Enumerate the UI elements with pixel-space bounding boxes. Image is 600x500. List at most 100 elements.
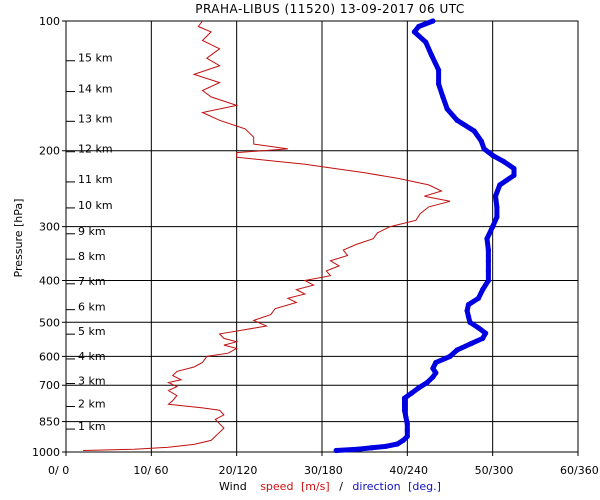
speed-series-line [83, 20, 451, 451]
direction-point [430, 374, 436, 380]
x-tick-label: 60/360 [560, 464, 599, 477]
x-tick-label: 40/240 [389, 464, 428, 477]
direction-point [433, 359, 439, 366]
height-label: 2 km [78, 397, 106, 410]
direction-point [436, 67, 442, 73]
direction-point [416, 385, 422, 391]
direction-point [424, 379, 430, 386]
height-label: 1 km [78, 420, 106, 433]
x-axis-title-speed-word: speed [260, 480, 293, 493]
height-label: 9 km [78, 225, 106, 238]
direction-point [440, 94, 446, 100]
direction-point [369, 445, 375, 451]
direction-point [467, 319, 473, 325]
direction-point [433, 370, 439, 376]
direction-point [478, 138, 484, 144]
height-label: 4 km [78, 350, 106, 363]
direction-point [465, 314, 472, 320]
direction-point [494, 214, 500, 220]
y-axis-title: Pressure [hPa] [12, 199, 25, 278]
x-tick-label: 10/ 60 [133, 464, 168, 477]
direction-point [497, 182, 503, 188]
direction-point [480, 287, 486, 293]
direction-point [430, 18, 436, 24]
y-tick-label: 300 [39, 221, 60, 234]
direction-point [447, 353, 453, 359]
height-label: 13 km [78, 112, 113, 125]
direction-point [430, 365, 436, 372]
y-tick-label: 100 [39, 15, 60, 28]
direction-point [501, 159, 507, 165]
y-tick-label: 500 [39, 316, 60, 329]
direction-point [494, 204, 500, 210]
direction-point [423, 39, 429, 45]
direction-point [511, 172, 517, 178]
direction-point [475, 325, 481, 331]
direction-point [465, 302, 472, 308]
height-label: 3 km [78, 375, 106, 388]
direction-point [492, 193, 499, 199]
direction-point [401, 407, 408, 413]
x-tick-label: 20/120 [219, 464, 258, 477]
y-tick-label: 400 [39, 274, 60, 287]
x-axis-title-speed-unit: [m/s] [301, 480, 330, 493]
direction-point [480, 335, 486, 341]
direction-point [436, 81, 442, 87]
direction-point [403, 414, 409, 420]
y-tick-label: 1000 [32, 446, 60, 459]
direction-point [511, 166, 517, 172]
direction-point [481, 146, 487, 152]
x-axis-title-sep: / [339, 480, 343, 493]
direction-point [454, 117, 460, 123]
height-label: 5 km [78, 325, 106, 338]
direction-point [485, 268, 491, 274]
direction-point [409, 390, 415, 396]
direction-point [355, 446, 361, 452]
direction-point [444, 106, 450, 112]
direction-point [454, 347, 460, 353]
direction-point [484, 236, 490, 242]
y-tick-label: 200 [39, 145, 60, 158]
x-tick-label: 0/ 0 [48, 464, 69, 477]
direction-point [490, 152, 496, 158]
direction-point [485, 277, 491, 284]
direction-point [428, 52, 435, 58]
x-axis-title-dir-word: direction [352, 480, 400, 493]
direction-point [490, 224, 496, 230]
x-axis-title: Wind speed [m/s] / direction [deg.] [219, 480, 441, 493]
grid [62, 20, 579, 456]
height-label: 12 km [78, 143, 113, 156]
direction-point [401, 395, 408, 401]
x-axis-title-dir-unit: [deg.] [408, 480, 441, 493]
direction-series-line [333, 18, 517, 453]
direction-point [401, 401, 408, 407]
direction-point [464, 308, 470, 314]
chart-title: PRAHA-LIBUS (11520) 13-09-2017 06 UTC [195, 2, 465, 16]
height-label: 15 km [78, 52, 113, 65]
direction-point [400, 437, 406, 443]
height-label: 7 km [78, 275, 106, 288]
direction-point [475, 295, 481, 301]
direction-point [416, 23, 422, 30]
direction-point [485, 247, 491, 253]
direction-point [468, 340, 474, 347]
direction-point [404, 433, 410, 439]
direction-point [411, 29, 417, 35]
y-tick-label: 700 [39, 379, 60, 392]
direction-point [333, 447, 339, 454]
height-label: 10 km [78, 199, 113, 212]
direction-point [383, 443, 389, 449]
height-label: 11 km [78, 173, 113, 186]
y-tick-label: 850 [39, 416, 60, 429]
direction-point [485, 258, 491, 264]
height-label: 14 km [78, 83, 113, 96]
height-label: 6 km [78, 301, 106, 314]
labels: 0/ 0 10/ 60 20/120 30/180 40/240 50/300 60/360… [32, 15, 599, 477]
x-tick-label: 30/180 [304, 464, 343, 477]
direction-point [394, 441, 400, 447]
direction-point [483, 330, 489, 336]
x-tick-label: 50/300 [475, 464, 514, 477]
plot-area [83, 18, 517, 454]
